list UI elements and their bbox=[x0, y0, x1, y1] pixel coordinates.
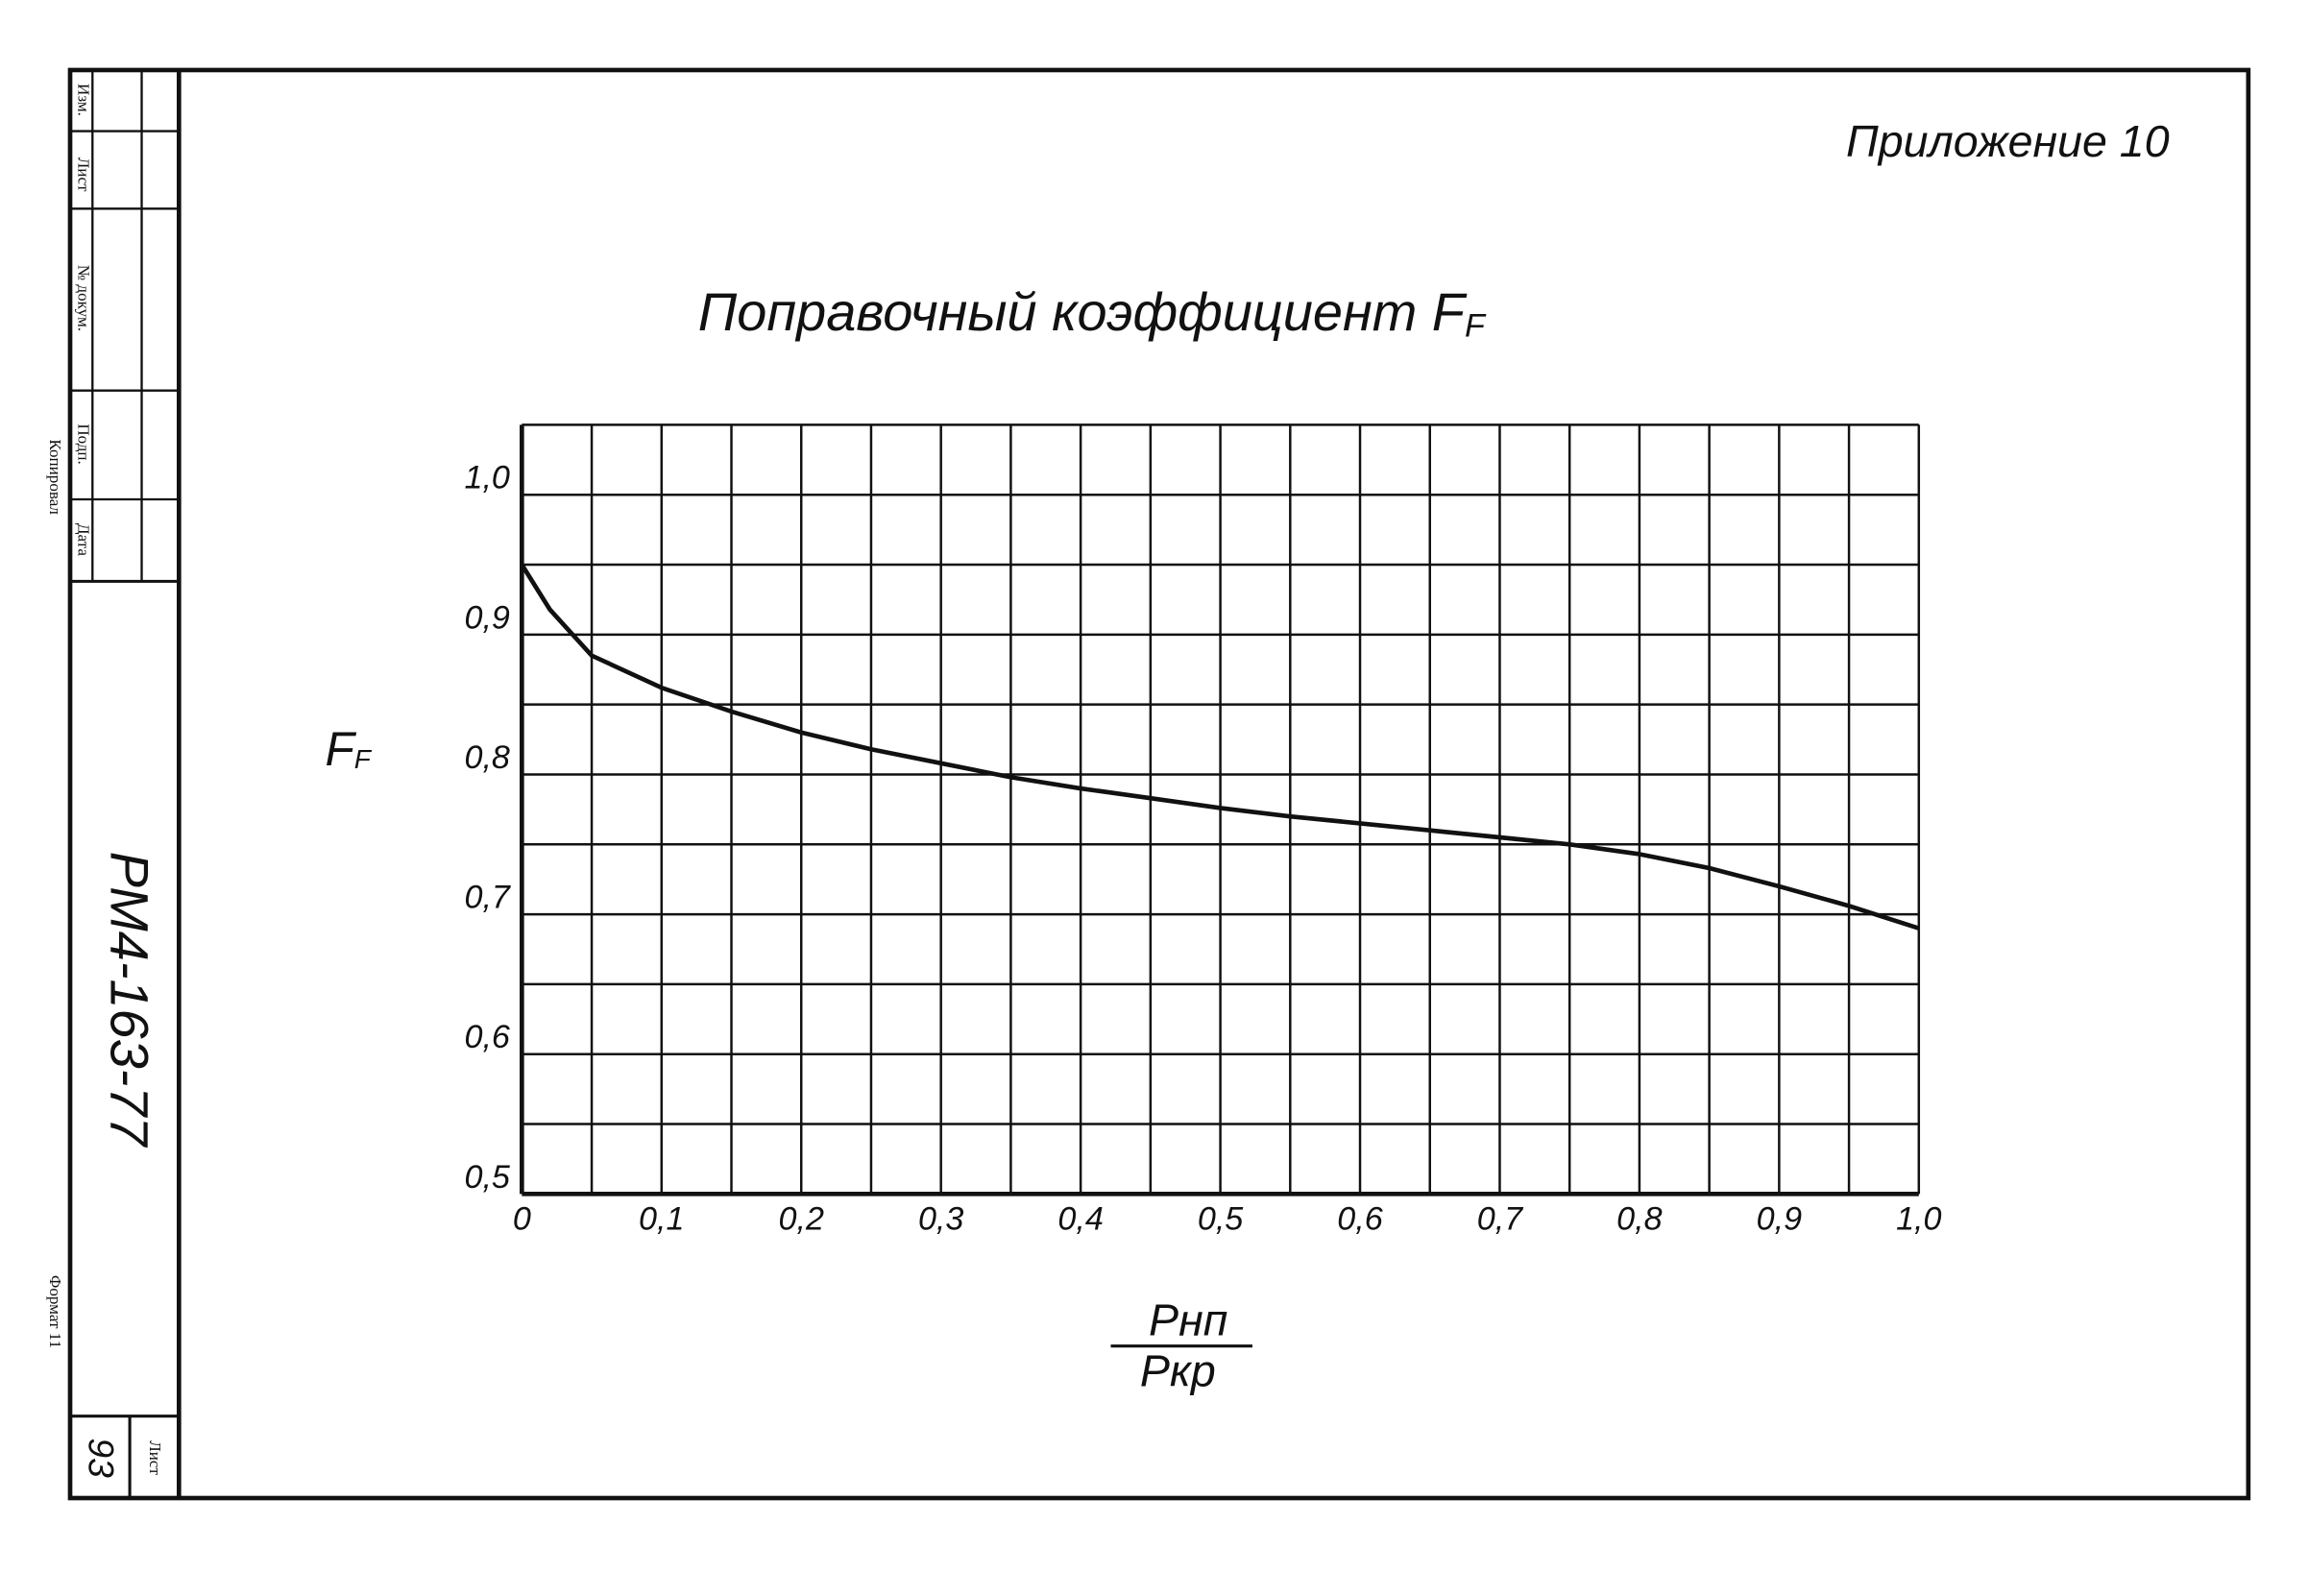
x-tick-label: 0,2 bbox=[779, 1200, 824, 1237]
stamp-label: Лист bbox=[75, 157, 93, 192]
stamp-label: Дата bbox=[75, 523, 93, 556]
x-tick-label: 0,6 bbox=[1337, 1200, 1382, 1237]
appendix-label: Приложение 10 bbox=[1846, 116, 2170, 166]
title-text: Поправочный коэффициент F bbox=[698, 281, 1468, 342]
x-tick-label: 0,1 bbox=[639, 1200, 684, 1237]
x-tick-label: 0,7 bbox=[1477, 1200, 1524, 1237]
x-tick-label: 0,8 bbox=[1616, 1200, 1662, 1237]
data-line bbox=[520, 563, 1920, 931]
y-tick-label: 0,6 bbox=[464, 1019, 509, 1055]
y-axis-label: FF bbox=[325, 722, 372, 776]
outer-border bbox=[67, 67, 2251, 1501]
sheet-label: Лист bbox=[146, 1440, 164, 1475]
x-tick-label: 0,4 bbox=[1057, 1200, 1103, 1237]
y-tick-label: 0,7 bbox=[464, 880, 511, 916]
chart-title: Поправочный коэффициент FF bbox=[698, 281, 1487, 345]
stamp-label: № докум. bbox=[75, 265, 93, 331]
frame bbox=[67, 67, 2251, 1501]
x-tick-label: 0 bbox=[513, 1200, 531, 1237]
x-tick-label: 0,9 bbox=[1757, 1200, 1802, 1237]
y-label-text: F bbox=[325, 722, 356, 776]
x-label-denominator: Ркр bbox=[1140, 1345, 1216, 1395]
y-tick-label: 0,5 bbox=[464, 1159, 510, 1196]
x-tick-label: 0,3 bbox=[918, 1200, 963, 1237]
stamp-label: Подп. bbox=[75, 423, 93, 464]
x-tick-label: 1,0 bbox=[1896, 1200, 1941, 1237]
designation: РМ4-163-77 bbox=[100, 852, 160, 1149]
y-label-subscript: F bbox=[354, 745, 373, 775]
y-tick-label: 0,8 bbox=[464, 739, 509, 776]
stamp-label: Изм. bbox=[75, 84, 93, 116]
title-subscript: F bbox=[1465, 308, 1487, 345]
y-tick-label: 1,0 bbox=[464, 460, 509, 496]
x-tick-label: 0,5 bbox=[1198, 1200, 1244, 1237]
x-label-numerator: Рнп bbox=[1149, 1295, 1227, 1345]
format-label: Формат 11 bbox=[46, 1275, 64, 1348]
sheet-number: 93 bbox=[82, 1438, 122, 1478]
y-tick-label: 0,9 bbox=[464, 599, 509, 636]
copied-label: Копировал bbox=[46, 439, 64, 515]
